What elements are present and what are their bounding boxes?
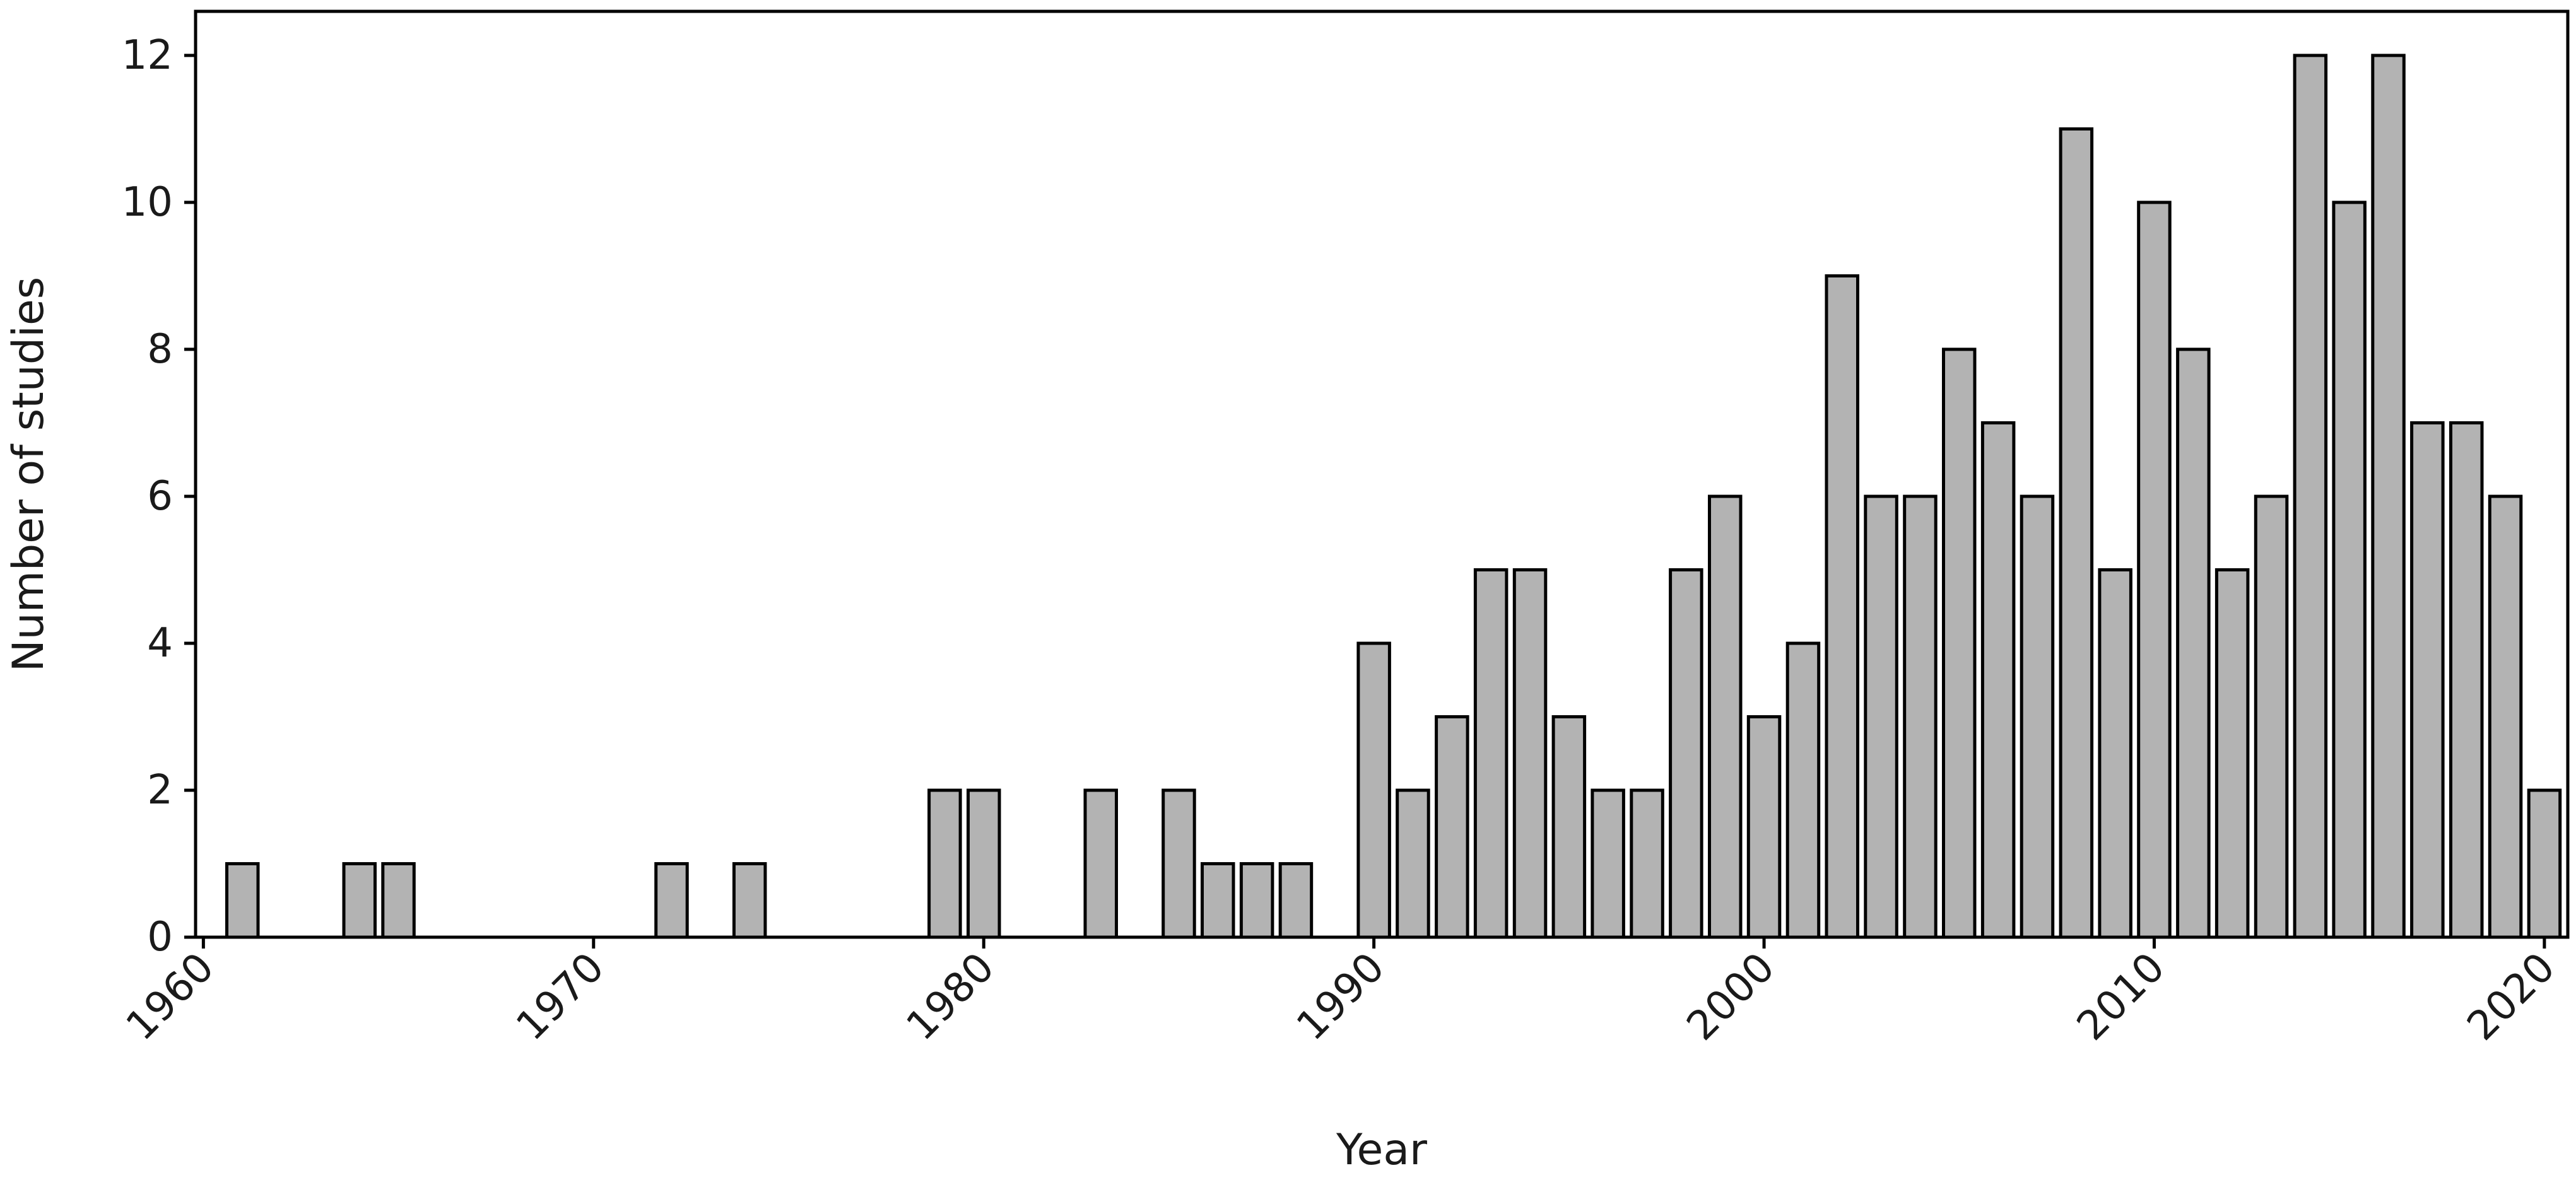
x-tick-label: 2000	[1678, 944, 1784, 1049]
y-axis-label: Number of studies	[4, 277, 54, 672]
bar-1990	[1356, 641, 1391, 939]
x-axis: 1960 1970 1980 1990 2000 2010 2020	[117, 937, 2564, 1049]
y-tick-label: 0	[147, 914, 173, 961]
bar-2015	[2332, 201, 2367, 939]
bar-1986	[1201, 862, 1235, 939]
x-tick-label: 1970	[508, 944, 613, 1049]
bar-1985	[1162, 788, 1196, 939]
bar-2012	[2214, 568, 2250, 939]
bar-1961	[225, 862, 260, 939]
bar-1996	[1591, 788, 1625, 939]
bar-1995	[1551, 715, 1587, 939]
bar-1980	[967, 788, 1001, 939]
bar-2016	[2371, 54, 2406, 939]
y-tick-label: 12	[122, 32, 173, 79]
x-axis-label: Year	[1336, 1125, 1427, 1175]
bar-1983	[1083, 788, 1118, 939]
bar-2005	[1942, 348, 1977, 939]
bar-1979	[927, 788, 962, 939]
bar-2008	[2059, 127, 2094, 939]
y-tick-label: 8	[147, 326, 173, 373]
bar-2009	[2098, 568, 2132, 939]
bar-2002	[1825, 274, 1859, 939]
bar-1965	[381, 862, 416, 939]
y-tick-label: 6	[147, 473, 173, 520]
bar-2017	[2410, 421, 2445, 939]
bar-2003	[1864, 494, 1898, 939]
bar-1994	[1512, 568, 1548, 939]
bar-2006	[1980, 421, 2016, 939]
bar-1992	[1435, 715, 1469, 939]
bar-2019	[2488, 494, 2523, 939]
x-tick-label: 2020	[2459, 944, 2564, 1049]
bar-1999	[1708, 494, 1743, 939]
bar-1987	[1239, 862, 1274, 939]
bar-2014	[2293, 54, 2328, 939]
x-tick-label: 1990	[1288, 944, 1393, 1049]
bar-2011	[2176, 348, 2211, 939]
bar-1991	[1396, 788, 1430, 939]
y-tick-label: 2	[147, 767, 173, 814]
bars-layer	[225, 54, 2562, 939]
bar-2020	[2527, 788, 2562, 939]
x-tick-label: 2010	[2068, 944, 2173, 1049]
y-tick-label: 10	[122, 179, 173, 226]
bar-2004	[1903, 494, 1938, 939]
bar-1993	[1473, 568, 1509, 939]
plot-frame	[194, 9, 2570, 939]
bar-1974	[732, 862, 767, 939]
bar-1998	[1669, 568, 1703, 939]
bar-2007	[2020, 494, 2055, 939]
x-tick-label: 1980	[898, 944, 1003, 1049]
bar-1988	[1278, 862, 1314, 939]
bar-2001	[1785, 641, 1821, 939]
bar-1964	[342, 862, 377, 939]
bar-1972	[654, 862, 689, 939]
y-axis: 0 2 4 6 8 10 12	[122, 32, 196, 961]
y-tick-label: 4	[147, 620, 173, 667]
bar-2013	[2254, 494, 2289, 939]
bar-2010	[2137, 201, 2172, 939]
bar-2000	[1746, 715, 1782, 939]
bar-2018	[2449, 421, 2484, 939]
bar-1997	[1630, 788, 1664, 939]
